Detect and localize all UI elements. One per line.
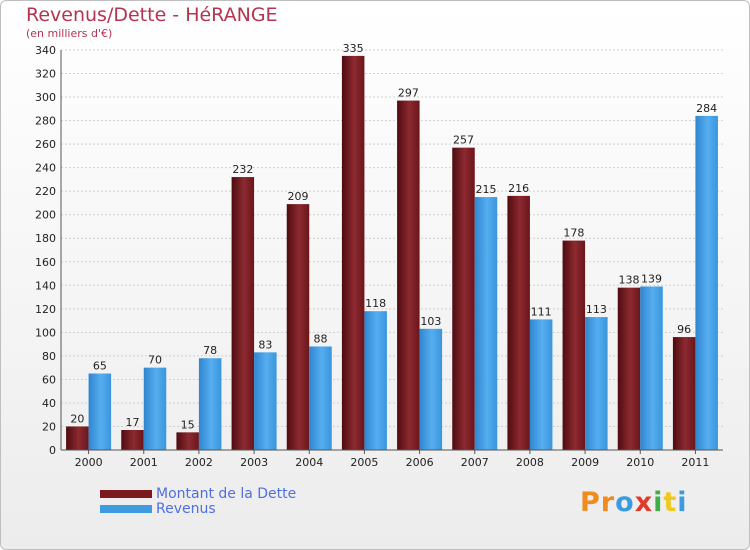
x-tick-label: 2001	[130, 456, 158, 469]
y-tick-label: 140	[35, 279, 56, 292]
bar-revenus	[695, 115, 718, 450]
data-label: 111	[531, 305, 552, 318]
y-tick-label: 20	[42, 420, 56, 433]
bar-revenus	[198, 358, 222, 450]
x-tick-label: 2010	[626, 456, 654, 469]
x-tick-label: 2007	[461, 456, 489, 469]
chart-subtitle: (en milliers d'€)	[26, 27, 113, 40]
y-tick-label: 60	[42, 373, 56, 386]
logo-letter: i	[653, 487, 664, 518]
y-tick-label: 160	[35, 256, 56, 269]
bar-dette	[66, 426, 89, 450]
data-label: 78	[203, 344, 217, 357]
data-label: 103	[420, 315, 441, 328]
data-label: 216	[508, 182, 529, 195]
data-label: 138	[619, 274, 640, 287]
y-tick-label: 240	[35, 162, 56, 175]
data-label: 335	[343, 42, 364, 55]
x-tick-label: 2004	[295, 456, 323, 469]
data-label: 209	[288, 190, 309, 203]
y-tick-label: 340	[35, 44, 56, 57]
bar-dette	[397, 100, 420, 451]
bar-revenus	[364, 311, 387, 450]
bar-revenus	[88, 373, 112, 450]
y-tick-label: 300	[35, 91, 56, 104]
bar-revenus	[640, 286, 663, 450]
data-label: 70	[148, 354, 162, 367]
bar-dette	[176, 432, 199, 450]
data-label: 113	[586, 303, 607, 316]
x-tick-label: 2009	[571, 456, 599, 469]
y-tick-label: 40	[42, 397, 56, 410]
legend-item-revenus: Revenus	[100, 501, 216, 517]
logo-letter: o	[615, 487, 635, 518]
proxiti-logo: Proxiti	[580, 487, 688, 518]
logo-letter: P	[580, 487, 601, 518]
y-tick-label: 200	[35, 209, 56, 222]
chart-title: Revenus/Dette - HéRANGE	[26, 4, 278, 26]
logo-letter: x	[634, 487, 654, 518]
data-label: 232	[232, 163, 253, 176]
data-label: 139	[641, 272, 662, 285]
y-tick-label: 220	[35, 185, 56, 198]
bar-revenus	[419, 328, 443, 450]
legend-swatch-dette	[100, 490, 152, 498]
y-tick-label: 280	[35, 115, 56, 128]
bar-dette	[121, 430, 144, 450]
bar-revenus	[585, 317, 608, 450]
x-tick-label: 2003	[240, 456, 268, 469]
y-tick-label: 100	[35, 326, 56, 339]
y-tick-label: 0	[49, 444, 56, 457]
y-tick-label: 260	[35, 138, 56, 151]
y-tick-label: 120	[35, 303, 56, 316]
bar-dette	[562, 240, 586, 450]
logo-letter: i	[677, 487, 688, 518]
logo-letter: r	[600, 487, 616, 518]
bar-dette	[617, 287, 641, 450]
x-tick-label: 2008	[516, 456, 544, 469]
bar-dette	[452, 147, 475, 450]
bar-revenus	[529, 319, 553, 450]
x-tick-label: 2005	[350, 456, 378, 469]
x-tick-label: 2006	[406, 456, 434, 469]
data-label: 88	[314, 332, 328, 345]
legend-label-revenus: Revenus	[156, 501, 216, 517]
data-label: 83	[258, 338, 272, 351]
bar-dette	[231, 177, 255, 450]
data-label: 15	[181, 418, 195, 431]
bar-dette	[286, 204, 310, 450]
y-tick-label: 80	[42, 350, 56, 363]
bar-revenus	[474, 197, 498, 450]
bar-revenus	[254, 352, 277, 450]
bar-dette	[672, 337, 696, 450]
data-label: 284	[696, 102, 717, 115]
bar-revenus	[143, 367, 167, 450]
logo-letter: t	[663, 487, 678, 518]
data-label: 297	[398, 87, 419, 100]
legend-swatch-revenus	[100, 505, 152, 513]
legend-item-dette: Montant de la Dette	[100, 486, 296, 502]
data-label: 215	[476, 183, 497, 196]
data-label: 257	[453, 134, 474, 147]
bar-dette	[507, 195, 530, 450]
data-label: 17	[126, 416, 140, 429]
data-label: 96	[677, 323, 691, 336]
legend-label-dette: Montant de la Dette	[156, 486, 297, 502]
x-tick-label: 2000	[75, 456, 103, 469]
y-tick-label: 320	[35, 68, 56, 81]
x-tick-label: 2011	[681, 456, 709, 469]
data-label: 118	[365, 297, 386, 310]
y-tick-label: 180	[35, 232, 56, 245]
bar-revenus	[309, 346, 332, 450]
data-label: 178	[563, 227, 584, 240]
x-tick-label: 2002	[185, 456, 213, 469]
data-label: 20	[70, 412, 84, 425]
bar-dette	[341, 55, 365, 450]
data-label: 65	[93, 360, 107, 373]
